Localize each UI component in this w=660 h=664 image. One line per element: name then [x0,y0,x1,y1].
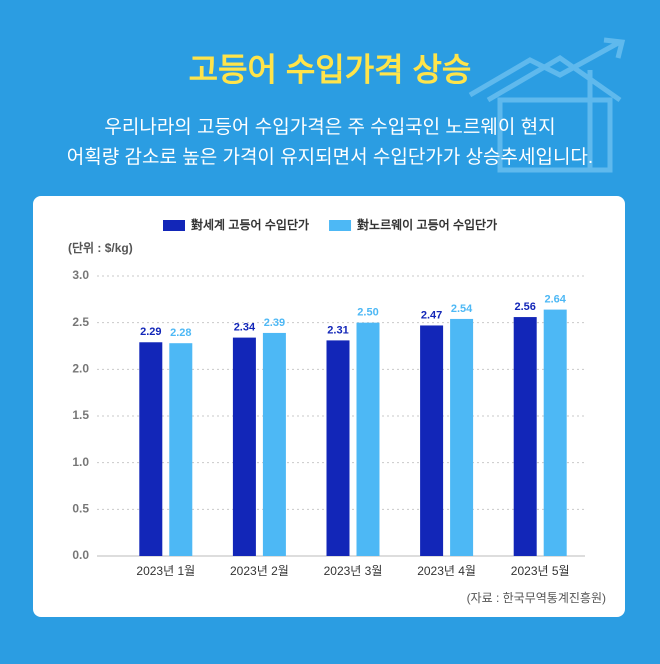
subtitle-line: 어획량 감소로 높은 가격이 유지되면서 수입단가가 상승추세입니다. [67,146,593,168]
y-tick-label: 1.5 [72,408,89,422]
bar [420,325,444,556]
legend-label: 對노르웨이 고등어 수입단가 [357,217,497,232]
value-label: 2.50 [357,307,378,319]
bar [513,317,537,556]
x-tick-label: 2023년 2월 [230,564,289,578]
source: (자료 : 한국무역통계진흥원) [467,591,606,605]
value-label: 2.39 [264,317,285,329]
x-tick-label: 2023년 1월 [136,564,195,578]
legend-swatch [163,220,185,231]
bar [169,343,193,556]
x-tick-label: 2023년 4월 [417,564,476,578]
value-label: 2.56 [514,301,535,313]
bar [356,322,380,556]
value-label: 2.28 [170,327,191,339]
bar [450,318,474,556]
value-label: 2.47 [421,309,442,321]
y-tick-label: 3.0 [72,268,89,282]
value-label: 2.29 [140,326,161,338]
y-tick-label: 2.5 [72,315,89,329]
y-tick-label: 2.0 [72,362,89,376]
subtitle-line: 우리나라의 고등어 수입가격은 주 수입국인 노르웨이 현지 [104,116,555,138]
x-tick-label: 2023년 5월 [511,564,570,578]
bar [232,337,256,556]
bar [543,309,567,556]
value-label: 2.54 [451,303,473,315]
decor-icon [468,37,626,173]
y-tick-label: 0.5 [72,502,89,516]
bar [326,340,350,556]
unit-label: (단위 : $/kg) [68,240,133,255]
value-label: 2.64 [544,294,566,306]
y-tick-label: 0.0 [72,548,89,562]
title: 고등어 수입가격 상승 [189,51,472,87]
legend-label: 對세계 고등어 수입단가 [191,217,309,232]
value-label: 2.31 [327,324,348,336]
bar [139,342,163,556]
x-tick-label: 2023년 3월 [324,564,383,578]
y-tick-label: 1.0 [72,455,89,469]
legend-swatch [329,220,352,231]
value-label: 2.34 [234,322,256,334]
bar [262,332,286,556]
